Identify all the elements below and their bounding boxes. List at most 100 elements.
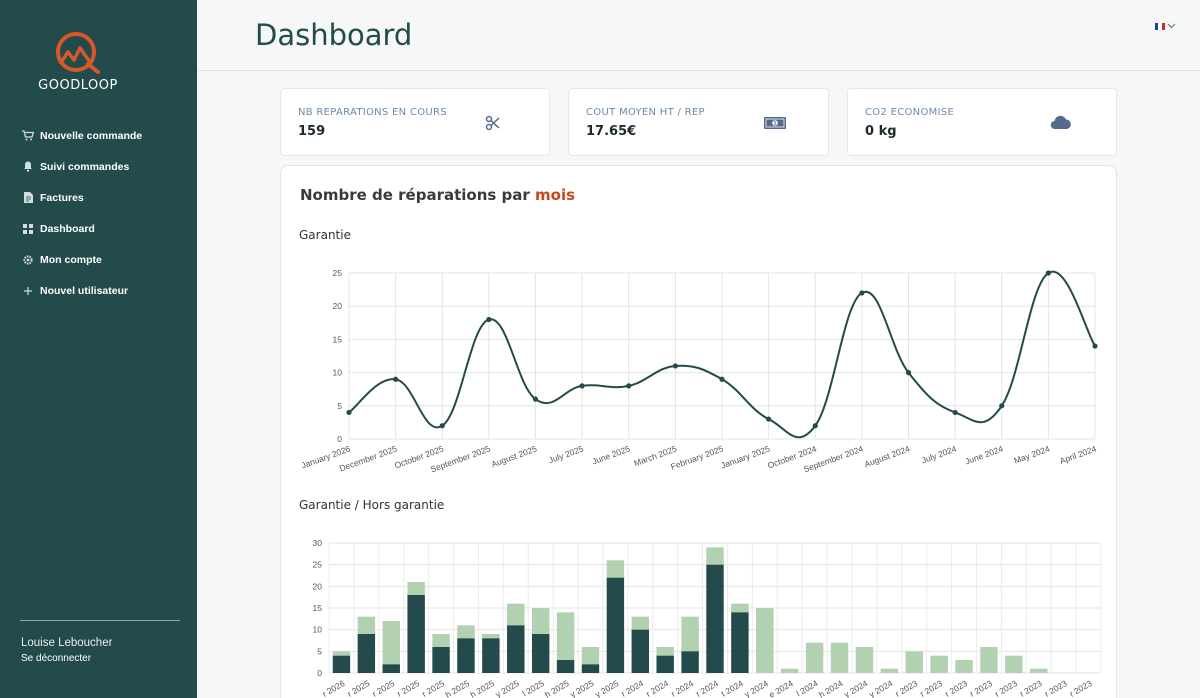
data-point — [859, 290, 865, 296]
gear-icon — [21, 254, 35, 265]
sidebar-item-suivi-commandes[interactable]: Suivi commandes — [0, 151, 197, 182]
language-selector[interactable] — [1155, 22, 1176, 31]
data-point — [672, 363, 678, 369]
brand-name: GOODLOOP — [38, 78, 118, 93]
sidebar-item-dashboard[interactable]: Dashboard — [0, 213, 197, 244]
x-tick-label: July 2025 — [547, 443, 585, 465]
bar-hors-garantie — [880, 668, 899, 673]
sidebar-item-label: Factures — [40, 191, 84, 204]
bar-garantie — [581, 664, 600, 673]
y-tick-label: 20 — [333, 301, 343, 311]
sidebar-item-nouvel-utilisateur[interactable]: Nouvel utilisateur — [0, 275, 197, 306]
sidebar-item-mon-compte[interactable]: Mon compte — [0, 244, 197, 275]
bar-hors-garantie — [656, 647, 674, 656]
x-tick-label: r 2026 — [321, 678, 347, 698]
bell-icon — [21, 161, 35, 172]
bar-garantie — [457, 638, 475, 673]
y-tick-label: 0 — [337, 434, 342, 444]
bar-garantie — [556, 660, 575, 673]
sidebar-item-label: Mon compte — [40, 253, 102, 266]
x-tick-label: l 2024 — [795, 678, 820, 698]
bar-hors-garantie — [681, 616, 699, 652]
x-tick-label: y 2024 — [867, 678, 894, 698]
bar-hors-garantie — [332, 651, 351, 656]
fr-flag-icon — [1155, 23, 1165, 30]
bar-hors-garantie — [606, 560, 625, 578]
bar-hors-garantie — [631, 616, 650, 630]
bar-hors-garantie — [706, 547, 724, 565]
cart-icon — [21, 130, 35, 141]
bar-hors-garantie — [1005, 655, 1023, 673]
sidebar-nav: Nouvelle commande Suivi commandes Factur… — [0, 120, 197, 306]
y-tick-label: 25 — [333, 268, 343, 278]
panel-title-prefix: Nombre de réparations par — [300, 186, 536, 204]
bar-hors-garantie — [482, 634, 500, 639]
y-tick-label: 15 — [333, 334, 343, 344]
sidebar-item-label: Nouvelle commande — [40, 129, 143, 142]
kpi-label: NB REPARATIONS EN COURS — [298, 107, 447, 118]
bar-hors-garantie — [507, 603, 525, 626]
data-point — [626, 383, 632, 389]
data-point — [1092, 343, 1098, 349]
x-tick-label: y 2025 — [568, 678, 595, 698]
bar-garantie — [482, 638, 500, 673]
data-point — [1045, 270, 1051, 276]
banknote-icon: $ — [763, 115, 787, 131]
y-tick-label: 5 — [317, 646, 322, 656]
x-tick-label: h 2025 — [543, 678, 571, 698]
x-tick-label: r 2024 — [669, 678, 695, 698]
x-tick-label: August 2024 — [863, 443, 912, 469]
x-tick-label: r 2023 — [943, 678, 969, 698]
bar-garantie — [382, 664, 400, 673]
bar-hors-garantie — [830, 642, 849, 673]
bar-hors-garantie — [581, 647, 600, 665]
kpi-value: 17.65€ — [586, 124, 637, 139]
x-tick-label: r 2024 — [644, 678, 670, 698]
bar-garantie — [432, 647, 450, 673]
scissors-icon — [485, 115, 509, 131]
x-tick-label: February 2025 — [669, 443, 725, 471]
x-tick-label: h 2024 — [817, 678, 845, 698]
x-tick-label: y 2024 — [842, 678, 869, 698]
chevron-down-icon — [1167, 22, 1176, 31]
x-tick-label: r 2023 — [918, 678, 944, 698]
x-tick-label: r 2023 — [1018, 678, 1044, 698]
data-point — [579, 383, 585, 389]
sidebar-item-nouvelle-commande[interactable]: Nouvelle commande — [0, 120, 197, 151]
y-tick-label: 5 — [337, 401, 342, 411]
x-tick-label: r 2025 — [395, 678, 421, 698]
bar-hors-garantie — [980, 647, 998, 673]
x-tick-label: r 2023 — [1068, 678, 1094, 698]
plus-icon — [21, 286, 35, 296]
user-name: Louise Leboucher — [21, 637, 113, 649]
x-tick-label: r 2024 — [694, 678, 720, 698]
y-tick-label: 0 — [317, 668, 322, 678]
x-tick-label: r 2024 — [619, 678, 645, 698]
x-tick-label: r 2025 — [345, 678, 371, 698]
x-tick-label: t 2024 — [719, 678, 745, 698]
x-tick-label: July 2024 — [920, 443, 958, 465]
bar-hors-garantie — [457, 625, 475, 639]
kpi-label: COUT MOYEN HT / REP — [586, 107, 705, 118]
bar-garantie — [407, 595, 425, 673]
sidebar-item-label: Nouvel utilisateur — [40, 284, 129, 297]
page-title: Dashboard — [255, 18, 413, 52]
logout-link[interactable]: Se déconnecter — [21, 653, 92, 664]
bar-garantie — [357, 634, 376, 673]
grid-icon — [21, 223, 35, 234]
data-point — [812, 423, 818, 429]
goodloop-logo[interactable]: GOODLOOP — [28, 30, 128, 94]
x-tick-label: h 2025 — [443, 678, 471, 698]
page-header: Dashboard — [197, 0, 1200, 71]
bar-garantie — [631, 629, 650, 673]
x-tick-label: April 2024 — [1058, 443, 1098, 466]
document-icon — [21, 192, 35, 203]
sidebar-item-factures[interactable]: Factures — [0, 182, 197, 213]
bar-chart-label: Garantie / Hors garantie — [299, 498, 445, 512]
sidebar-item-label: Suivi commandes — [40, 160, 130, 173]
bar-hors-garantie — [382, 621, 400, 665]
y-tick-label: 10 — [313, 625, 323, 635]
x-tick-label: June 2024 — [964, 443, 1005, 466]
bar-hors-garantie — [357, 616, 376, 634]
